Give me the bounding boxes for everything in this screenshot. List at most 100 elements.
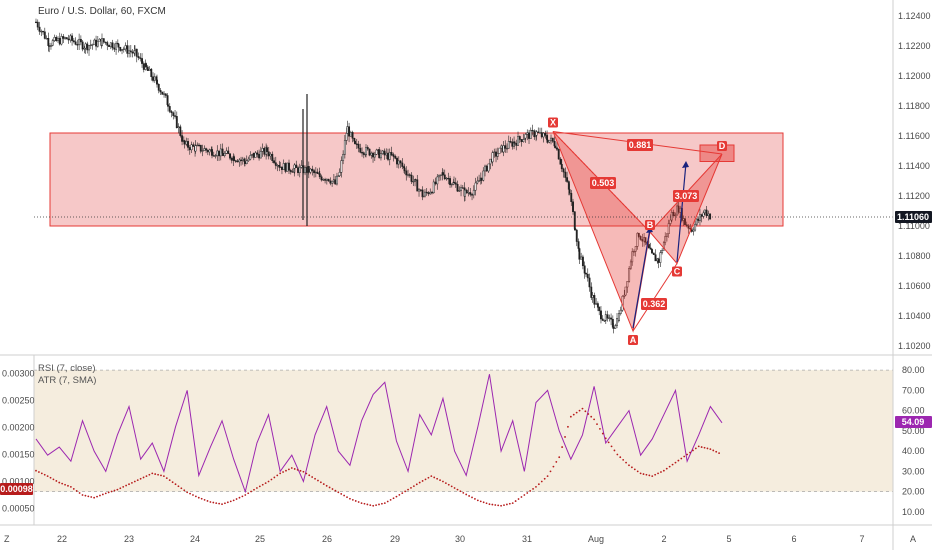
pattern-ratio-label: 0.881 [627,139,653,151]
atr-point [450,485,453,488]
atr-point [96,495,98,498]
candle-body [422,195,425,198]
atr-point [113,489,116,492]
atr-point [389,498,392,501]
candle-body [669,219,672,224]
time-axis[interactable]: 22 23 24 25 26 29 30 31 Aug 2 5 6 7 [57,534,865,544]
candle-body [427,192,430,195]
candle-body [496,153,499,157]
rsi-label: RSI (7, close) [38,363,96,374]
candle-body [223,153,226,156]
atr-point [564,436,566,438]
pattern-point-b[interactable]: B [645,220,655,230]
candle-body [108,45,110,47]
rsi-axis[interactable]: 80.00 70.00 60.00 50.00 40.00 30.00 20.00 10.00 [902,365,925,517]
candle-body [91,44,94,46]
time-tick-label: 2 [661,534,666,544]
atr-point [578,409,581,412]
candle-body [354,140,356,145]
candle-body [662,242,665,251]
atr-point [192,494,194,496]
candle-body [179,126,182,136]
candle-body [383,150,386,156]
atr-point [692,449,694,452]
candle-body [163,93,165,95]
candle-body [559,158,562,165]
atr-point [599,427,601,430]
candle-body [431,191,433,194]
atr-point [488,503,491,506]
pattern-point-x[interactable]: X [548,117,558,128]
candle-body [336,175,338,185]
candle-body [412,181,415,183]
pattern-ratio-label: 3.073 [673,190,699,202]
pattern-point-c[interactable]: C [672,266,682,277]
candle-body [38,26,41,32]
candle-body [76,44,79,46]
candle-body [211,149,213,156]
atr-point [328,486,331,489]
candle-body [491,152,494,163]
candle-body [574,228,576,231]
candle-body [566,177,569,182]
candle-body [485,165,488,172]
pattern-point-d[interactable]: D [717,141,727,151]
rsi-line [35,374,723,494]
candle-body [137,56,140,59]
candle-body [674,214,677,217]
atr-point [290,467,293,469]
atr-point [474,498,476,500]
atr-tick-label: 0.00200 [2,423,35,433]
candle-body [45,38,48,40]
candle-body [47,38,50,46]
candle-body [623,294,626,297]
atr-point [354,500,357,502]
candle-body [595,303,598,305]
candle-body [572,201,574,212]
candle-body [88,45,90,51]
candle-body [238,159,241,163]
candle-body [293,164,296,169]
candle-body [121,49,123,51]
candle-body [145,63,147,68]
atr-point [299,469,302,472]
candle-body [174,115,176,117]
atr-axis[interactable]: 0.003000.002500.002000.001500.001000.000… [2,369,35,514]
atr-point [520,496,523,498]
candle-body [167,104,169,107]
atr-point [261,483,264,486]
candle-body [320,176,323,181]
candle-body [240,159,242,161]
pattern-point-a[interactable]: A [628,335,638,345]
candle-body [531,129,534,132]
candle-body [416,179,419,192]
atr-point [212,501,215,504]
atr-point [258,485,261,488]
atr-point [171,481,174,484]
zoom-left-label[interactable]: Z [4,534,10,544]
time-tick-label: 25 [255,534,265,544]
candle-body [695,218,698,225]
candle-body [346,126,349,134]
atr-point [383,502,386,504]
atr-point [43,473,46,476]
candle-body [327,178,330,182]
candle-body [148,68,151,71]
atr-point [543,477,546,480]
atr-point [244,494,247,496]
candle-body [697,218,700,221]
time-tick-label: Aug [588,534,604,544]
atr-point [296,468,299,471]
candle-body [57,38,59,42]
candle-body [208,149,211,153]
price-axis[interactable]: 1.12400 1.12200 1.12000 1.11800 1.11600 1.114… [898,11,931,351]
candle-body [157,83,160,91]
atr-point [375,504,377,507]
candle-body [703,209,706,214]
atr-point [671,463,674,466]
svg-text:0.362: 0.362 [643,299,666,309]
auto-scale-label[interactable]: A [910,534,916,544]
atr-point [131,481,133,484]
atr-point [468,495,471,497]
